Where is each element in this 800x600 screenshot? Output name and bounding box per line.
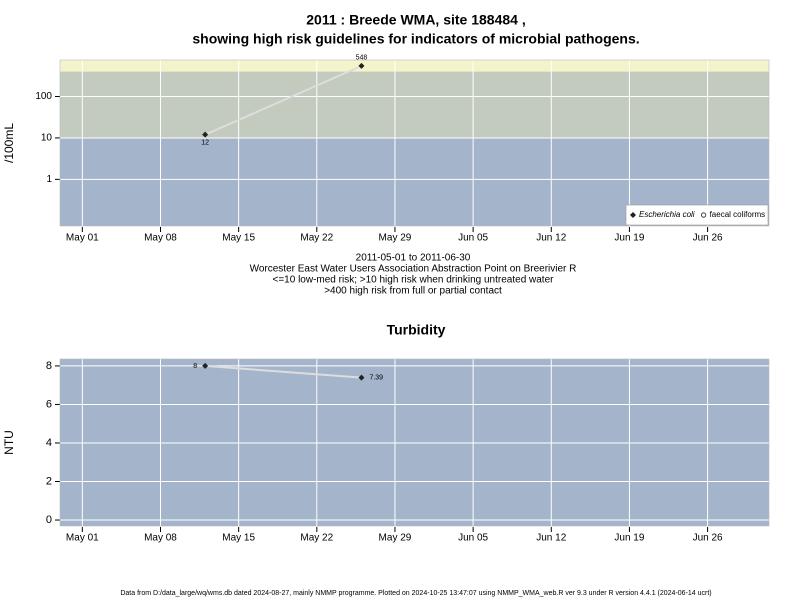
data-line (205, 364, 362, 379)
chart-note: 2011-05-01 to 2011-06-30 (356, 253, 471, 264)
risk-band (60, 60, 769, 72)
y-tick-label: 100 (35, 91, 52, 102)
chart-note: >400 high risk from full or partial cont… (324, 286, 502, 297)
x-tick-label: May 08 (144, 233, 177, 244)
chart-title: 2011 : Breede WMA, site 188484 , (306, 12, 525, 28)
footer: Data from D:/data_large/wq/wms.db dated … (120, 590, 711, 597)
x-tick-label: May 29 (379, 533, 412, 544)
y-tick-label: 8 (46, 360, 52, 372)
y-tick-label: 0 (46, 514, 52, 526)
x-tick-label: Jun 26 (693, 533, 723, 544)
x-tick-label: Jun 12 (536, 233, 566, 244)
data-point (358, 62, 365, 69)
data-point (202, 362, 209, 369)
data-point (358, 374, 365, 381)
legend-marker (700, 212, 707, 218)
x-tick-label: May 08 (144, 533, 177, 544)
x-tick-label: May 01 (66, 533, 99, 544)
y-tick-label: 1 (46, 174, 52, 185)
data-point (202, 131, 209, 138)
chart-note: Worcester East Water Users Association A… (250, 264, 577, 275)
x-tick-label: Jun 05 (458, 233, 488, 244)
x-tick-label: Jun 12 (536, 533, 566, 544)
data-line (204, 64, 362, 136)
chart-title: Turbidity (387, 322, 446, 338)
x-tick-label: May 15 (222, 533, 255, 544)
plot-frame (59, 59, 770, 227)
value-label: 7.39 (369, 375, 383, 382)
value-label: 8 (193, 363, 197, 370)
y-tick-label: 2 (46, 475, 52, 487)
legend-marker (630, 212, 636, 218)
x-tick-label: May 22 (300, 233, 333, 244)
x-tick-label: May 29 (379, 233, 412, 244)
x-tick-label: May 15 (222, 233, 255, 244)
x-tick-label: Jun 19 (614, 533, 644, 544)
legend-label: Escherichia coli (639, 210, 695, 219)
y-axis-label: NTU (2, 430, 16, 455)
risk-band (60, 71, 769, 138)
y-tick-label: 10 (41, 133, 53, 144)
plot-frame (59, 358, 770, 527)
y-axis-label: /100mL (2, 123, 16, 163)
x-tick-label: Jun 26 (693, 233, 723, 244)
chart-note: <=10 low-med risk; >10 high risk when dr… (273, 275, 555, 286)
y-tick-label: 6 (46, 398, 52, 410)
x-tick-label: Jun 19 (614, 233, 644, 244)
chart-title: showing high risk guidelines for indicat… (192, 31, 639, 47)
x-tick-label: May 22 (300, 533, 333, 544)
legend-label: faecal coliforms (710, 210, 766, 219)
legend-box (625, 204, 769, 226)
x-tick-label: May 01 (66, 233, 99, 244)
x-tick-label: Jun 05 (458, 533, 488, 544)
value-label: 12 (201, 140, 209, 147)
value-label: 548 (356, 55, 368, 62)
y-tick-label: 4 (46, 437, 52, 449)
